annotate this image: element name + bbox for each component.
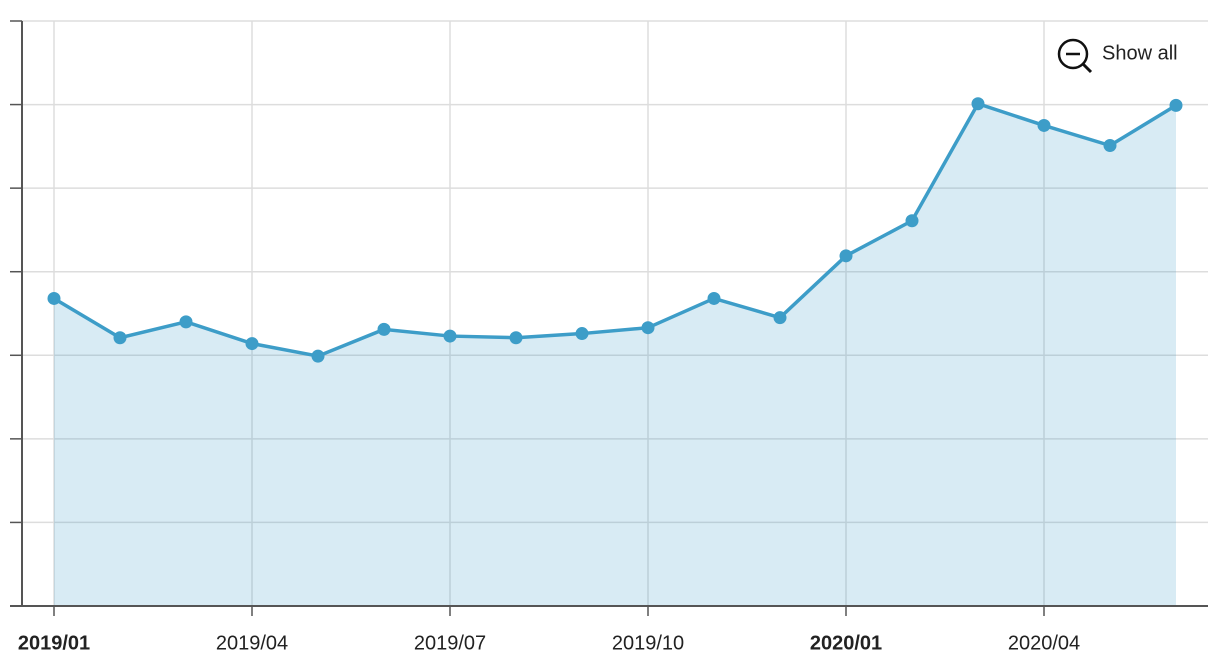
line <box>53 101 1177 358</box>
point <box>707 291 721 305</box>
show-all-button[interactable]: Show all <box>1057 38 1178 74</box>
point <box>575 327 589 341</box>
point <box>839 249 853 263</box>
x-tick-label: 2019/10 <box>612 632 684 654</box>
point <box>905 214 919 228</box>
point <box>47 291 61 305</box>
point <box>641 321 655 335</box>
point <box>509 331 523 345</box>
x-tick-label: 2019/07 <box>414 632 486 654</box>
zoom-icon-handle[interactable] <box>1081 62 1093 74</box>
point <box>1103 139 1117 153</box>
point <box>971 97 985 111</box>
point <box>1037 118 1051 132</box>
point <box>377 322 391 336</box>
x-tick-label: 2020/04 <box>1008 632 1080 654</box>
point <box>179 315 193 329</box>
zoom-icon[interactable] <box>1057 38 1089 70</box>
point <box>113 331 127 345</box>
point <box>443 329 457 343</box>
x-tick-label: 2019/01 <box>18 632 90 654</box>
plot: 2019/01 2019/04 2019/07 2019/10 2020/01 2020/… <box>10 20 1208 654</box>
point <box>773 311 787 325</box>
area <box>54 103 1176 606</box>
show-all-label[interactable]: Show all <box>1102 42 1178 64</box>
point <box>245 337 259 351</box>
x-tick-label: 2019/04 <box>216 632 288 654</box>
x-tick-label: 2020/01 <box>810 632 882 654</box>
point <box>311 349 325 363</box>
point <box>1169 98 1183 112</box>
